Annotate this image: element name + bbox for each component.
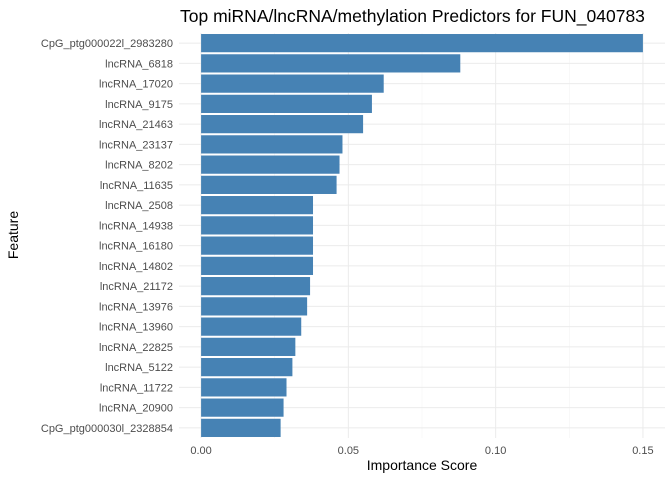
y-tick-label: lncRNA_13976: [99, 301, 173, 313]
y-tick-labels: CpG_ptg000022l_2983280 lncRNA_6818 lncRNA_…: [41, 38, 173, 435]
y-tick-label: lncRNA_20900: [99, 403, 173, 415]
y-tick-label: lncRNA_5122: [105, 362, 173, 374]
bar-lncRNA_2508: [201, 196, 314, 215]
y-tick-label: lncRNA_14938: [99, 220, 173, 232]
y-axis-title: Feature: [5, 211, 21, 259]
chart-title: Top miRNA/lncRNA/methylation Predictors …: [180, 6, 645, 27]
bar-lncRNA_8202: [201, 155, 340, 174]
x-tick-label: 0.10: [485, 445, 506, 457]
x-tick-label: 0.05: [338, 445, 359, 457]
y-tick-label: lncRNA_8202: [105, 160, 173, 172]
y-tick-label: lncRNA_22825: [99, 342, 173, 354]
y-tick-label: lncRNA_9175: [105, 99, 173, 111]
bar-lncRNA_9175: [201, 94, 372, 113]
gridlines: [179, 33, 665, 438]
x-tick-label: 0.00: [190, 445, 211, 457]
y-tick-label: lncRNA_13960: [99, 322, 173, 334]
bar-lncRNA_20900: [201, 398, 284, 417]
bar-lncRNA_14802: [201, 256, 314, 275]
y-tick-label: lncRNA_17020: [99, 79, 173, 91]
bar-lncRNA_13960: [201, 317, 302, 336]
y-tick-label: CpG_ptg000030l_2328854: [41, 423, 173, 435]
bar-lncRNA_6818: [201, 54, 461, 73]
bar-lncRNA_11635: [201, 175, 337, 194]
x-axis-title: Importance Score: [367, 457, 478, 473]
bars: [201, 34, 643, 437]
y-tick-label: lncRNA_16180: [99, 241, 173, 253]
y-tick-label: lncRNA_23137: [99, 139, 173, 151]
bar-lncRNA_21463: [201, 115, 364, 134]
bar-lncRNA_21172: [201, 277, 311, 296]
bar-lncRNA_13976: [201, 297, 308, 316]
y-tick-label: lncRNA_21172: [100, 281, 173, 293]
bar-lncRNA_11722: [201, 378, 287, 397]
bar-CpG_ptg000030l_2328854: [201, 418, 281, 437]
x-tick-labels: 0.00 0.05 0.10 0.15: [190, 445, 653, 457]
bar-lncRNA_16180: [201, 236, 314, 255]
bar-lncRNA_23137: [201, 135, 343, 154]
bar-lncRNA_14938: [201, 216, 314, 235]
y-tick-label: lncRNA_6818: [105, 58, 173, 70]
bar-lncRNA_17020: [201, 74, 384, 93]
bar-CpG_ptg000022l_2983280: [201, 34, 643, 53]
y-tick-label: lncRNA_11722: [100, 382, 173, 394]
y-tick-label: lncRNA_11635: [100, 180, 173, 192]
bar-lncRNA_22825: [201, 337, 296, 356]
bar-lncRNA_5122: [201, 358, 293, 377]
y-tick-label: CpG_ptg000022l_2983280: [41, 38, 173, 50]
y-tick-label: lncRNA_14802: [99, 261, 173, 273]
x-tick-label: 0.15: [632, 445, 653, 457]
y-tick-label: lncRNA_21463: [99, 119, 173, 131]
y-tick-label: lncRNA_2508: [105, 200, 173, 212]
